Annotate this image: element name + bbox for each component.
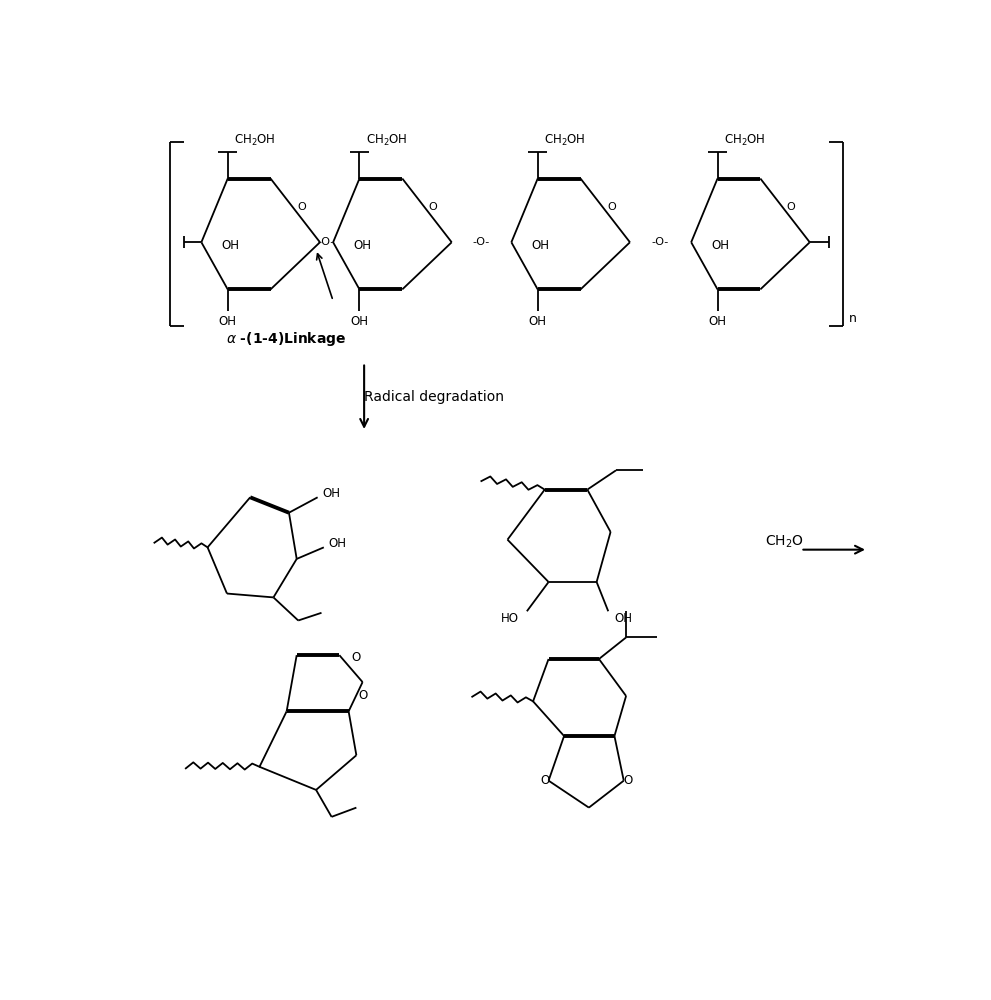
Text: O: O <box>787 202 796 212</box>
Text: O: O <box>607 202 615 212</box>
Text: OH: OH <box>712 239 729 252</box>
Text: n: n <box>848 312 856 325</box>
Text: HO: HO <box>500 612 519 625</box>
Text: -O-: -O- <box>473 237 491 247</box>
Text: CH$_2$O: CH$_2$O <box>765 534 805 550</box>
Text: OH: OH <box>529 315 547 328</box>
Text: OH: OH <box>219 315 237 328</box>
Text: Radical degradation: Radical degradation <box>364 390 503 404</box>
Text: O: O <box>352 651 361 664</box>
Text: OH: OH <box>323 487 341 500</box>
Text: OH: OH <box>614 612 632 625</box>
Text: $\alpha$ -(1-4)Linkage: $\alpha$ -(1-4)Linkage <box>227 330 347 348</box>
Text: O: O <box>297 202 306 212</box>
Text: -O-: -O- <box>318 237 335 247</box>
Text: CH$_2$OH: CH$_2$OH <box>544 132 586 148</box>
Text: O: O <box>623 774 632 787</box>
Text: OH: OH <box>328 537 346 550</box>
Text: OH: OH <box>351 315 369 328</box>
Text: -O-: -O- <box>652 237 669 247</box>
Text: O: O <box>429 202 438 212</box>
Text: OH: OH <box>354 239 372 252</box>
Text: O: O <box>540 774 549 787</box>
Text: CH$_2$OH: CH$_2$OH <box>723 132 765 148</box>
Text: OH: OH <box>709 315 726 328</box>
Text: OH: OH <box>222 239 240 252</box>
Text: CH$_2$OH: CH$_2$OH <box>234 132 275 148</box>
Text: OH: OH <box>532 239 550 252</box>
Text: O: O <box>358 689 368 702</box>
Text: CH$_2$OH: CH$_2$OH <box>366 132 407 148</box>
